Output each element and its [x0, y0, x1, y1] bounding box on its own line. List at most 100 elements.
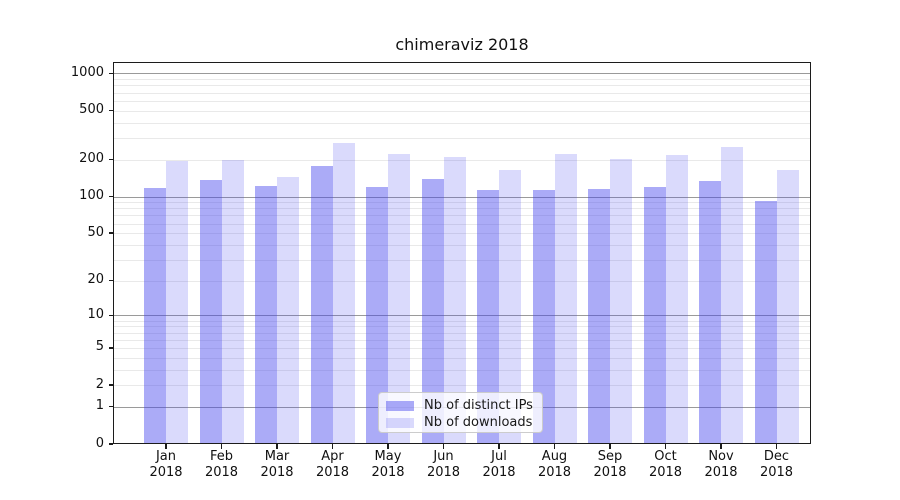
bar-nb-of-downloads-aug: [554, 154, 577, 444]
x-tick-year: 2018: [371, 464, 405, 480]
y-tick-mark-500: [108, 109, 113, 112]
x-tick-month: Jul: [491, 449, 507, 464]
chart-title: chimeraviz 2018: [395, 35, 529, 54]
y-tick-label-2: 2: [95, 376, 104, 392]
x-tick-year: 2018: [204, 464, 239, 480]
bar-nb-of-distinct-ips-aug: [532, 190, 555, 444]
bar-nb-of-distinct-ips-jun: [421, 179, 444, 444]
x-tick-year: 2018: [149, 464, 183, 480]
x-tick-mark-apr: [331, 444, 334, 449]
x-tick-year: 2018: [426, 464, 461, 480]
x-tick-mark-oct: [664, 444, 667, 449]
y-tick-label-20: 20: [87, 272, 104, 288]
x-tick-month: May: [374, 449, 402, 464]
x-tick-month: Oct: [654, 449, 677, 464]
gridline-major-1000: [113, 73, 811, 75]
y-tick-label-0: 0: [95, 435, 104, 451]
x-tick-mark-jun: [442, 444, 445, 449]
x-tick-year: 2018: [482, 464, 516, 480]
bar-nb-of-distinct-ips-mar: [255, 186, 277, 444]
legend-item-nb-of-distinct-ips: Nb of distinct IPs: [386, 397, 542, 414]
x-tick-month: Sep: [597, 449, 623, 464]
bar-nb-of-distinct-ips-jan: [144, 187, 166, 444]
bar-nb-of-distinct-ips-may: [366, 186, 388, 444]
x-tick-mark-sep: [609, 444, 611, 449]
x-tick-month: Dec: [763, 449, 790, 464]
x-tick-label-feb: Feb 2018: [192, 449, 252, 480]
y-tick-mark-200: [108, 158, 113, 161]
bar-nb-of-distinct-ips-sep: [588, 189, 610, 444]
x-tick-mark-nov: [720, 444, 722, 449]
x-tick-label-oct: Oct 2018: [636, 449, 696, 480]
bar-nb-of-downloads-feb: [221, 160, 244, 444]
gridline-minor-500: [113, 110, 811, 112]
x-tick-mark-jul: [498, 444, 500, 449]
x-tick-mark-feb: [220, 444, 223, 449]
y-tick-label-10: 10: [87, 306, 104, 322]
axis-spine-left: [113, 62, 115, 444]
bar-nb-of-distinct-ips-dec: [754, 200, 777, 444]
y-tick-label-1000: 1000: [70, 64, 104, 80]
y-tick-label-200: 200: [79, 151, 104, 167]
x-tick-year: 2018: [704, 464, 738, 480]
x-tick-month: Jan: [155, 449, 177, 464]
bar-nb-of-downloads-oct: [665, 154, 688, 444]
bar-nb-of-downloads-nov: [721, 146, 743, 444]
y-tick-mark-50: [108, 232, 113, 234]
x-tick-mark-mar: [276, 444, 278, 449]
x-tick-year: 2018: [593, 464, 627, 480]
gridline-minor-300: [113, 137, 811, 139]
bar-nb-of-downloads-may: [388, 154, 410, 444]
x-tick-label-mar: Mar 2018: [247, 449, 307, 480]
x-tick-label-jun: Jun 2018: [414, 449, 474, 480]
axis-spine-top: [113, 62, 811, 64]
bar-nb-of-distinct-ips-nov: [699, 180, 721, 444]
x-tick-mark-aug: [553, 444, 556, 449]
x-tick-label-may: May 2018: [358, 449, 418, 480]
x-tick-label-aug: Aug 2018: [525, 449, 585, 480]
bar-nb-of-distinct-ips-jul: [477, 189, 499, 444]
y-tick-label-5: 5: [95, 339, 104, 355]
legend-swatch-icon: [386, 417, 414, 428]
gridline-minor-900: [113, 79, 811, 81]
x-tick-month: Nov: [708, 449, 734, 464]
legend: Nb of distinct IPs Nb of downloads: [378, 392, 543, 433]
bar-nb-of-downloads-jan: [166, 161, 188, 444]
bar-nb-of-distinct-ips-feb: [199, 179, 222, 444]
bar-nb-of-downloads-jun: [443, 156, 466, 444]
x-tick-label-apr: Apr 2018: [303, 449, 363, 480]
x-tick-year: 2018: [315, 464, 350, 480]
y-tick-mark-2: [108, 384, 113, 386]
y-tick-mark-100: [108, 195, 113, 198]
gridline-minor-600: [113, 100, 811, 102]
y-tick-mark-1: [108, 406, 113, 408]
axis-spine-bottom: [113, 442, 811, 445]
x-tick-year: 2018: [759, 464, 794, 480]
x-tick-label-jul: Jul 2018: [469, 449, 529, 480]
y-tick-label-1: 1: [95, 398, 104, 414]
y-tick-mark-20: [108, 280, 113, 282]
plot-area: [113, 62, 811, 445]
x-tick-month: Jun: [433, 449, 454, 464]
x-tick-month: Mar: [264, 449, 290, 464]
bar-nb-of-downloads-dec: [776, 170, 799, 444]
bar-nb-of-downloads-sep: [610, 159, 632, 444]
x-tick-mark-may: [387, 444, 389, 449]
x-tick-label-dec: Dec 2018: [747, 449, 807, 480]
gridline-minor-700: [113, 92, 811, 94]
axis-spine-right: [809, 62, 811, 444]
y-tick-label-50: 50: [87, 224, 104, 240]
legend-swatch-icon: [386, 400, 414, 411]
legend-item-nb-of-downloads: Nb of downloads: [386, 414, 542, 431]
bar-nb-of-distinct-ips-oct: [643, 187, 666, 444]
legend-label: Nb of downloads: [424, 415, 533, 430]
bar-nb-of-downloads-mar: [277, 176, 299, 444]
x-tick-year: 2018: [537, 464, 572, 480]
y-tick-mark-0: [108, 443, 113, 445]
gridline-minor-400: [113, 122, 811, 124]
y-tick-mark-5: [108, 347, 113, 349]
x-tick-year: 2018: [648, 464, 683, 480]
y-tick-mark-10: [108, 314, 113, 317]
x-tick-month: Aug: [541, 449, 568, 464]
